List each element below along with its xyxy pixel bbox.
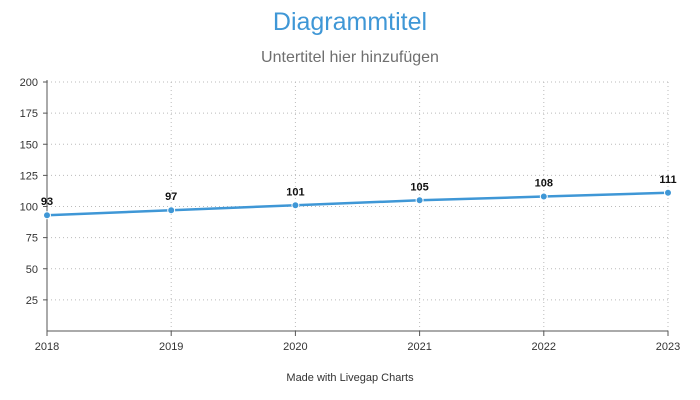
axes (43, 80, 669, 336)
y-tick-label: 50 (26, 264, 38, 276)
chart-subtitle: Untertitel hier hinzufügen (261, 49, 439, 66)
data-point (539, 192, 548, 201)
data-label: 111 (659, 174, 676, 186)
data-label: 108 (535, 178, 553, 190)
x-tick-label: 2022 (532, 341, 556, 353)
y-tick-label: 25 (26, 295, 38, 307)
footer-credit: Made with Livegap Charts (286, 372, 414, 384)
series-line (46, 191, 669, 217)
data-point (43, 211, 51, 220)
x-tick-label: 2018 (35, 341, 59, 353)
grid (47, 81, 669, 331)
series (43, 188, 672, 220)
x-tick-label: 2020 (283, 341, 307, 353)
data-point (664, 188, 672, 197)
data-label: 101 (286, 186, 304, 198)
data-labels: 93 97 101 105 108 111 (41, 174, 677, 208)
data-point (291, 201, 300, 210)
data-label: 97 (165, 191, 177, 203)
data-label: 105 (410, 181, 428, 193)
x-tick-label: 2023 (656, 341, 680, 353)
x-tick-label: 2021 (407, 341, 431, 353)
y-tick-label: 75 (26, 233, 38, 245)
y-tick-labels: 25 50 75 100 125 150 175 200 (20, 77, 38, 307)
y-tick-label: 150 (20, 139, 38, 151)
y-tick-label: 125 (20, 170, 38, 182)
y-tick-label: 100 (20, 202, 38, 214)
data-point (167, 206, 176, 215)
chart-title: Diagrammtitel (272, 8, 428, 36)
y-tick-label: 175 (20, 108, 38, 120)
data-point (415, 196, 424, 205)
data-label: 93 (41, 196, 53, 208)
y-tick-label: 200 (20, 77, 38, 89)
x-tick-labels: 2018 2019 2020 2021 2022 2023 (35, 341, 680, 353)
x-tick-label: 2019 (159, 341, 183, 353)
